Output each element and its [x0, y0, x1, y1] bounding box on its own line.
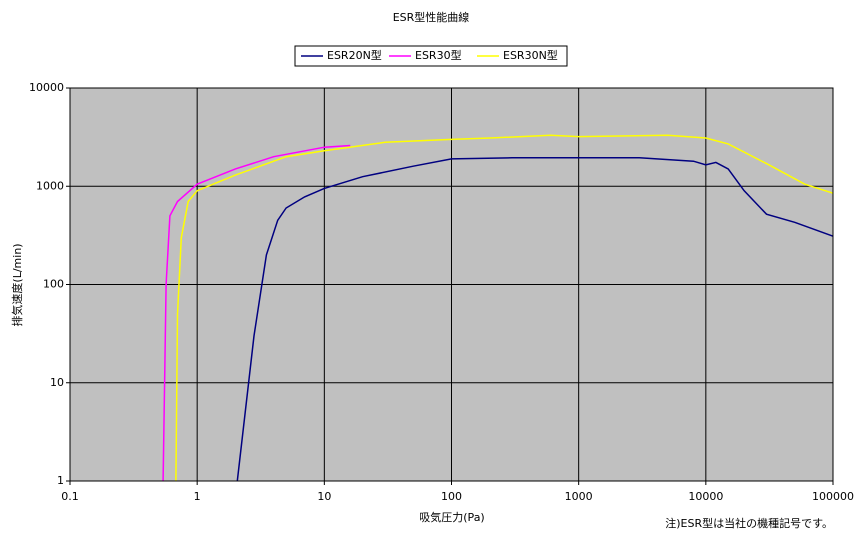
x-tick-label: 0.1: [61, 490, 79, 503]
series-line: [236, 157, 834, 482]
y-axis-label: 排気速度(L/min): [10, 243, 24, 326]
y-tick-label: 10000: [29, 81, 64, 94]
series-line: [162, 144, 351, 482]
legend-label: ESR30N型: [503, 48, 558, 62]
x-tick-label: 100: [441, 490, 462, 503]
plot-border: [69, 87, 834, 482]
x-axis-label: 吸気圧力(Pa): [419, 510, 484, 524]
x-tick-label: 1000: [565, 490, 593, 503]
x-tick-label: 1: [194, 490, 201, 503]
chart-title: ESR型性能曲線: [393, 10, 470, 24]
x-tick-label: 10000: [688, 490, 723, 503]
legend: ESR20N型 ESR30型 ESR30N型: [294, 45, 568, 67]
x-tick-label: 100000: [812, 490, 854, 503]
annotation: 注)ESR型は当社の機種記号です。: [665, 516, 833, 530]
legend-label: ESR20N型: [327, 48, 382, 62]
y-tick-label: 100: [43, 278, 64, 291]
y-tick-label: 10: [50, 376, 64, 389]
y-tick-label: 1: [57, 474, 64, 487]
series-line: [175, 134, 834, 482]
x-tick-label: 10: [317, 490, 331, 503]
y-tick-label: 1000: [36, 179, 64, 192]
legend-label: ESR30型: [415, 48, 462, 62]
legend-box: [294, 45, 568, 67]
